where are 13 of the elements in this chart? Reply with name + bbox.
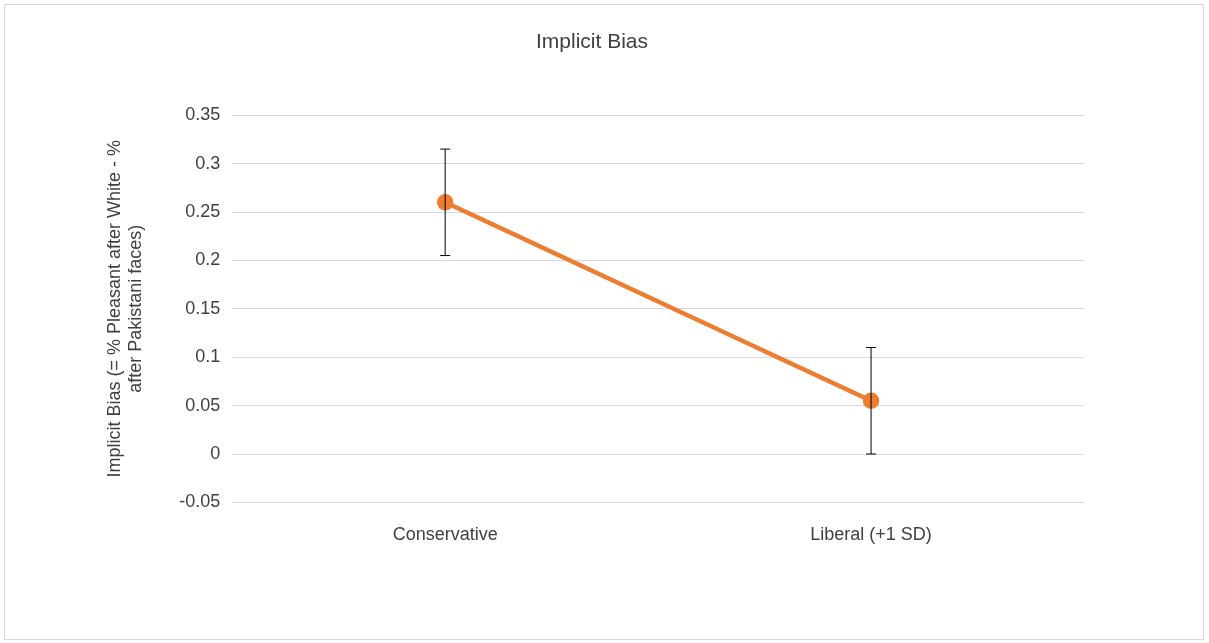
y-tick-label: 0.3 — [195, 152, 221, 173]
y-tick-label: 0.35 — [185, 104, 221, 125]
chart-title: Implicit Bias — [535, 29, 649, 53]
y-tick-label: 0.25 — [185, 200, 221, 221]
y-tick-label: 0.05 — [185, 394, 221, 415]
y-tick-label: 0.15 — [185, 297, 221, 318]
y-tick-label: 0.1 — [195, 346, 221, 367]
y-tick-label: -0.05 — [179, 491, 221, 512]
y-axis-title: Implicit Bias (= % Pleasant after White - % after Pakistani faces) — [103, 139, 146, 478]
x-tick-label: Liberal (+1 SD) — [810, 524, 932, 545]
x-tick-label: Conservative — [392, 524, 498, 545]
y-tick-label: 0.2 — [195, 249, 221, 270]
y-tick-label: 0 — [210, 442, 221, 463]
